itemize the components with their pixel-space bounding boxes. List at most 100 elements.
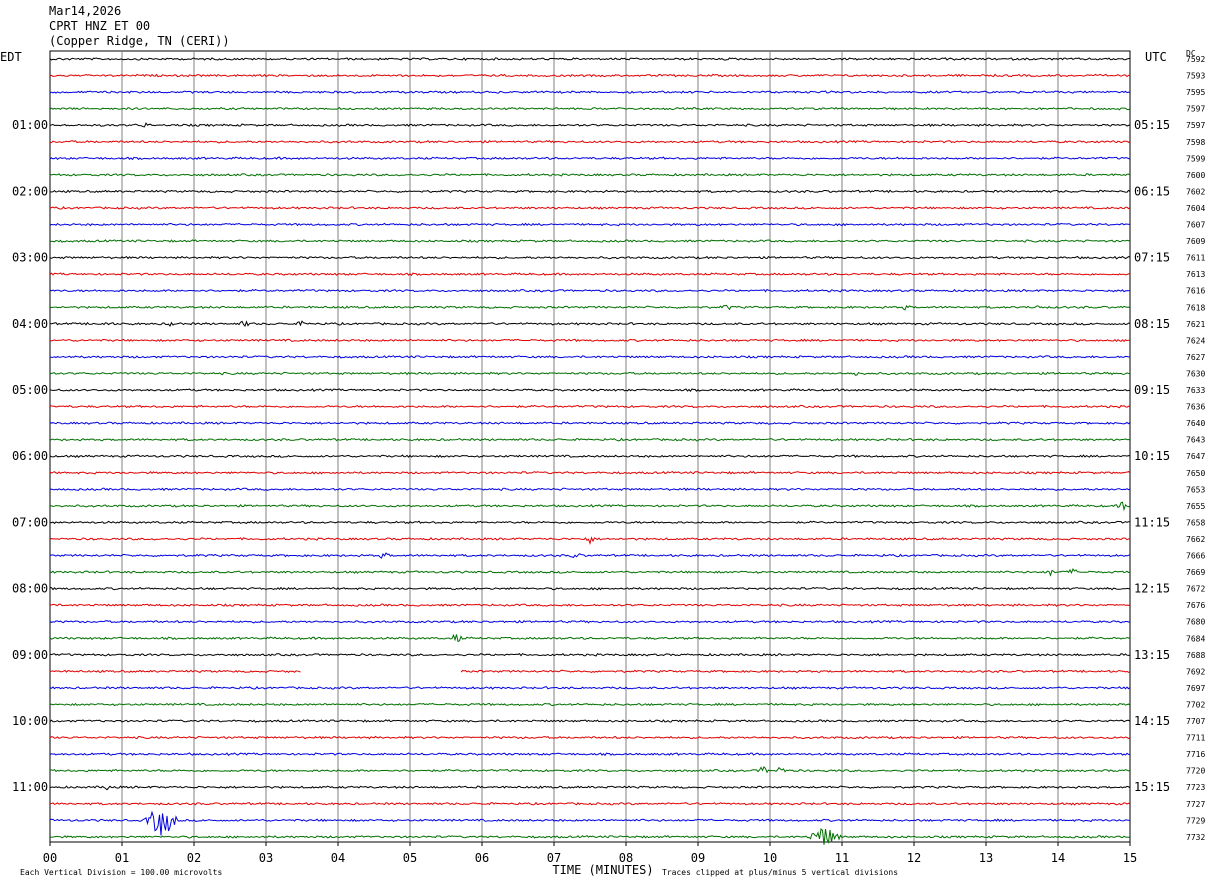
dc-offset-label: 7711: [1186, 734, 1205, 743]
right-timezone-label: UTC: [1145, 50, 1167, 64]
dc-offset-label: 7595: [1186, 88, 1205, 97]
clip-note: Traces clipped at plus/minus 5 vertical …: [662, 868, 898, 877]
traces: [49, 57, 1131, 845]
dc-offset-label: 7599: [1186, 154, 1205, 163]
dc-offset-label: 7653: [1186, 485, 1205, 494]
x-tick-label: 14: [1051, 851, 1065, 865]
seismic-trace: [49, 239, 1131, 243]
station-id: CPRT HNZ ET 00: [49, 19, 151, 33]
dc-offset-label: 7627: [1186, 353, 1205, 362]
dc-offset-label: 7597: [1186, 121, 1205, 130]
dc-offset-label: 7624: [1186, 336, 1205, 345]
dc-offset-label: 7669: [1186, 568, 1205, 577]
dc-offset-label: 7707: [1186, 717, 1205, 726]
seismic-trace: [49, 421, 1131, 425]
seismic-trace: [49, 388, 1131, 392]
x-tick-label: 08: [619, 851, 633, 865]
dc-offset-label: 7613: [1186, 270, 1205, 279]
seismic-trace: [49, 90, 1131, 94]
seismic-trace: [49, 766, 1131, 774]
left-hour-label: 07:00: [12, 515, 48, 529]
dc-offset-label: 7618: [1186, 303, 1205, 312]
x-tick-label: 02: [187, 851, 201, 865]
right-hour-label: 11:15: [1134, 515, 1170, 529]
record-date: Mar14,2026: [49, 4, 122, 18]
x-tick-label: 13: [979, 851, 993, 865]
seismic-trace: [49, 338, 1130, 343]
seismic-trace: [49, 810, 1131, 836]
seismic-trace: [49, 501, 1131, 512]
seismic-trace: [49, 304, 1131, 311]
right-hour-label: 14:15: [1134, 714, 1170, 728]
dc-offset-label: 7621: [1186, 320, 1205, 329]
x-tick-label: 09: [691, 851, 705, 865]
x-tick-label: 01: [115, 851, 129, 865]
right-hour-label: 06:15: [1134, 184, 1170, 198]
left-hour-label: 08:00: [12, 582, 48, 596]
dc-offset-label: 7611: [1186, 254, 1205, 263]
right-hour-label: 13:15: [1134, 648, 1170, 662]
seismic-trace: [49, 156, 1131, 161]
seismic-trace: [49, 633, 1131, 643]
left-hour-label: 01:00: [12, 118, 48, 132]
left-hour-label: 06:00: [12, 449, 48, 463]
left-hour-label: 02:00: [12, 184, 48, 198]
dc-offset-label: 7592: [1186, 55, 1205, 64]
dc-offset-label: 7688: [1186, 651, 1205, 660]
seismic-trace: [49, 272, 1131, 277]
dc-offset-label: 7593: [1186, 72, 1205, 81]
seismic-trace: [49, 735, 1131, 740]
seismic-trace: [49, 567, 1131, 577]
left-hour-label: 10:00: [12, 714, 48, 728]
seismic-trace: [49, 222, 1131, 227]
seismic-trace: [49, 785, 1131, 791]
seismic-trace: [49, 586, 1131, 591]
dc-offset-label: 7729: [1186, 816, 1205, 825]
right-hour-label: 12:15: [1134, 582, 1170, 596]
seismic-trace: [49, 172, 1131, 177]
seismic-trace: [49, 828, 1131, 845]
right-hour-label: 15:15: [1134, 780, 1170, 794]
plot-frame: [49, 50, 1131, 843]
dc-offset-label: 7672: [1186, 585, 1205, 594]
seismic-trace: [49, 619, 1131, 624]
dc-offset-label: 7658: [1186, 518, 1205, 527]
seismic-trace: [50, 669, 1131, 674]
dc-offset-label: 7607: [1186, 221, 1205, 230]
x-tick-label: 12: [907, 851, 921, 865]
seismic-trace: [50, 603, 1131, 608]
seismic-trace: [49, 255, 1131, 260]
dc-offset-label: 7692: [1186, 667, 1205, 676]
seismic-trace: [49, 752, 1130, 757]
seismic-trace: [49, 404, 1131, 409]
scale-note: Each Vertical Division = 100.00 microvol…: [20, 868, 222, 877]
dc-offset-label: 7727: [1186, 800, 1205, 809]
dc-offset-label: 7702: [1186, 700, 1205, 709]
seismic-trace: [49, 552, 1131, 559]
dc-offset-label: 7602: [1186, 187, 1205, 196]
seismic-trace: [49, 685, 1131, 690]
x-tick-label: 05: [403, 851, 417, 865]
seismic-trace: [49, 801, 1131, 806]
seismic-trace: [49, 437, 1131, 442]
grid: [49, 50, 1131, 846]
seismic-trace: [49, 719, 1131, 723]
seismic-trace: [49, 122, 1131, 128]
station-location: (Copper Ridge, TN (CERI)): [49, 34, 230, 48]
x-tick-label: 00: [43, 851, 57, 865]
dc-offset-label: 7723: [1186, 783, 1205, 792]
dc-offset-label: 7662: [1186, 535, 1205, 544]
seismic-trace: [49, 355, 1131, 359]
dc-offset-label: 7716: [1186, 750, 1205, 759]
seismic-trace: [49, 189, 1131, 194]
x-tick-label: 11: [835, 851, 849, 865]
dc-offset-label: 7680: [1186, 618, 1205, 627]
x-tick-label: 04: [331, 851, 345, 865]
labels: 7592 7593 7595 7597 7597 7598 7599 7600 7602 7604…: [0, 49, 1205, 877]
dc-offset-label: 7684: [1186, 634, 1205, 643]
dc-offset-label: 7597: [1186, 105, 1205, 114]
seismic-trace: [49, 702, 1131, 707]
seismic-trace: [49, 106, 1131, 111]
right-hour-label: 10:15: [1134, 449, 1170, 463]
